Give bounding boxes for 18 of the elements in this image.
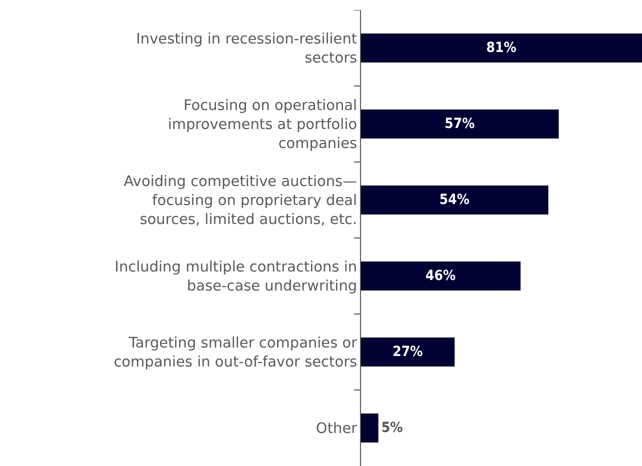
data-label: 46% bbox=[426, 268, 456, 284]
y-tick-label: Avoiding competitive auctions—focusing on proprietary deal sources, limited auctions, etc. bbox=[124, 174, 358, 228]
bar bbox=[361, 414, 378, 442]
y-tick-label: Including multiple contractions in base-case underwriting bbox=[114, 260, 358, 294]
data-label: 54% bbox=[439, 192, 470, 208]
data-label: 27% bbox=[392, 344, 424, 360]
y-tick-label: Focusing on operational improvements at portfolio companies bbox=[168, 98, 358, 152]
y-tick-label: Investing in recession-resilient sectors bbox=[136, 32, 358, 66]
y-tick-label: Other bbox=[316, 421, 358, 438]
bar bbox=[361, 338, 455, 366]
data-label: 5% bbox=[381, 420, 404, 436]
data-label: 81% bbox=[486, 40, 517, 56]
bar bbox=[361, 262, 521, 290]
data-label: 57% bbox=[444, 116, 476, 132]
bar bbox=[361, 110, 559, 138]
y-tick-label: Targeting smaller companies or companies in out-of-favor sectors bbox=[114, 336, 358, 370]
bar bbox=[361, 186, 548, 214]
bar bbox=[361, 34, 642, 62]
